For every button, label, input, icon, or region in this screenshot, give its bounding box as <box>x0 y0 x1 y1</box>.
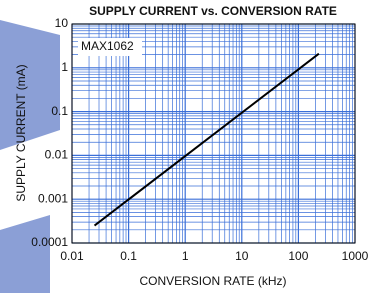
x-tick-label: 10 <box>235 249 249 263</box>
y-tick-label: 0.01 <box>45 148 69 162</box>
y-tick-label: 10 <box>55 16 69 30</box>
y-tick-label: 0.001 <box>38 191 68 205</box>
y-axis-label: SUPPLY CURRENT (mA) <box>14 64 28 201</box>
x-tick-label: 0.01 <box>60 249 84 263</box>
x-tick-label: 0.1 <box>120 249 137 263</box>
y-tick-label: 1 <box>61 60 68 74</box>
x-tick-label: 100 <box>288 249 308 263</box>
y-tick-label: 0.0001 <box>31 235 68 249</box>
x-axis-label: CONVERSION RATE (kHz) <box>139 274 286 288</box>
x-tick-label: 1000 <box>342 249 369 263</box>
decoration <box>0 215 50 293</box>
chart-title: SUPPLY CURRENT vs. CONVERSION RATE <box>89 4 337 18</box>
decoration <box>0 20 60 150</box>
annotation: MAX1062 <box>81 39 134 53</box>
chart: SUPPLY CURRENT vs. CONVERSION RATE CONVE… <box>0 0 380 293</box>
x-tick-label: 1 <box>182 249 189 263</box>
y-tick-label: 0.1 <box>51 104 68 118</box>
